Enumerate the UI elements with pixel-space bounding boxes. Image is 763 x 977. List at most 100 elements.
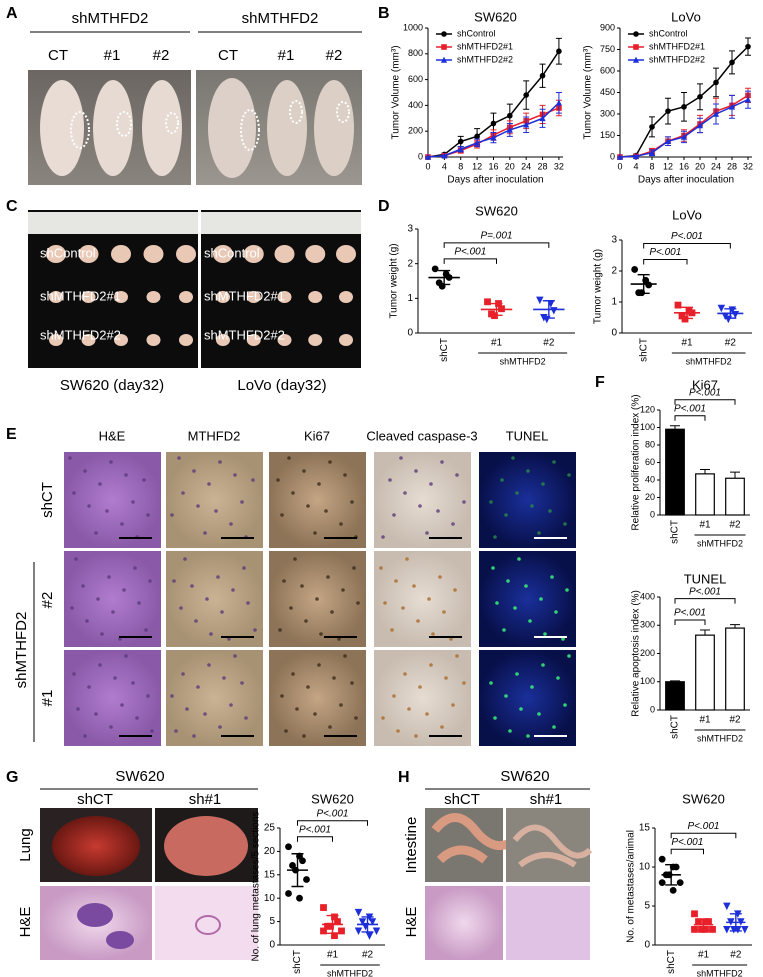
sd-bar: [665, 863, 678, 886]
marker: [474, 133, 480, 140]
panel-label: C: [6, 198, 18, 215]
row-label: shControl: [40, 245, 96, 260]
x-tick-label: 24: [711, 161, 721, 171]
marker: [457, 138, 464, 145]
marker: [669, 887, 677, 894]
annotation: P<.001: [671, 837, 703, 848]
bracket: [674, 399, 736, 405]
cell: [504, 694, 508, 698]
cell: [390, 628, 394, 632]
tumor: [81, 334, 96, 346]
cell: [552, 725, 556, 729]
cell: [440, 725, 444, 729]
cell: [203, 531, 207, 535]
annotation: P<.001: [689, 387, 721, 398]
x-tick-label: #1: [699, 715, 711, 726]
row-label: Lung: [17, 828, 34, 861]
cell: [289, 606, 293, 610]
tumor: [274, 245, 295, 263]
tumor: [78, 245, 99, 263]
cell: [427, 597, 431, 601]
column-label: CT: [218, 47, 238, 64]
panel-title: SW620: [115, 768, 164, 785]
cell: [72, 491, 76, 495]
y-tick-label: 10: [264, 893, 276, 904]
cell: [455, 654, 459, 658]
cell: [356, 601, 360, 605]
group-label: shMTHFD2: [697, 968, 743, 977]
cell: [295, 707, 299, 711]
marker: [431, 265, 439, 273]
y-tick-label: 0: [407, 328, 413, 339]
y-tick-label: 80: [645, 439, 655, 449]
column-label: TUNEL: [506, 428, 549, 443]
cell: [462, 500, 466, 504]
x-tick-label: shCT: [638, 338, 649, 362]
photo-intestine: [425, 808, 593, 960]
cell: [105, 509, 109, 513]
error-bar: [700, 469, 710, 474]
cell: [313, 531, 317, 535]
cell: [537, 531, 541, 535]
y-tick-label: 1: [407, 293, 413, 304]
photo-mice: [28, 70, 191, 185]
y-tick-label: 20: [645, 492, 655, 502]
y-tick-label: 100: [640, 676, 655, 686]
marker: [507, 112, 513, 119]
y-tick-label: 200: [408, 126, 423, 136]
group-label: shMTHFD2: [13, 612, 30, 689]
cell: [565, 588, 569, 592]
cell: [183, 557, 187, 561]
legend-label: shMTHFD2#2: [457, 54, 513, 64]
cell: [242, 566, 246, 570]
group-label: shMTHFD2: [686, 356, 732, 366]
cell: [328, 725, 332, 729]
y-axis-label: No. of metastases/animal: [626, 830, 637, 943]
cell: [218, 725, 222, 729]
marker: [354, 908, 363, 917]
chart: SW620 0 5 10 15 shCT #1 #2 shMTHFD2 No. of metast…: [626, 791, 752, 977]
legend-marker: [633, 31, 639, 37]
cell: [240, 681, 244, 685]
y-tick-label: 0: [610, 151, 615, 161]
cell: [68, 456, 72, 460]
cell: [209, 632, 213, 636]
cell: [205, 597, 209, 601]
cell: [332, 676, 336, 680]
marker: [523, 121, 530, 128]
cell: [109, 725, 113, 729]
cell: [146, 513, 150, 517]
cell: [388, 478, 392, 482]
y-tick-label: 600: [408, 74, 423, 84]
marker: [299, 857, 306, 865]
cell: [528, 619, 532, 623]
column-label: Cleaved caspase-3: [366, 428, 477, 443]
y-axis-label: Tumor Volume (mm³): [391, 45, 402, 139]
cell: [70, 606, 74, 610]
row-label: shControl: [204, 245, 260, 260]
marker: [645, 281, 653, 289]
y-tick-label: 15: [639, 823, 651, 834]
column-label: shCT: [77, 791, 113, 808]
cell: [330, 610, 334, 614]
group-label: shMTHFD2: [697, 733, 743, 743]
chart: SW620 0 5 10 15 20 25 shCT #1 #2 shMTHFD2 No. of lu…: [251, 791, 385, 977]
marker: [729, 59, 735, 66]
cell: [328, 460, 332, 464]
cell: [150, 729, 154, 733]
x-tick-label: #2: [543, 338, 555, 349]
marker: [285, 890, 292, 897]
chart-title: LoVo: [672, 207, 702, 222]
marker: [550, 307, 558, 315]
cell: [137, 601, 141, 605]
cell: [291, 672, 295, 676]
micrograph-grid: [64, 452, 576, 746]
cell: [500, 478, 504, 482]
tumor: [243, 245, 264, 263]
x-tick-label: #1: [327, 950, 339, 961]
y-tick-label: 0: [650, 704, 655, 714]
cell: [524, 584, 528, 588]
bracket: [443, 258, 497, 264]
row-label: H&E: [403, 907, 420, 938]
cell: [453, 588, 457, 592]
